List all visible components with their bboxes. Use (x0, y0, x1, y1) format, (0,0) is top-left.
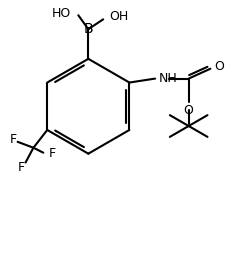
Text: F: F (10, 133, 17, 146)
Text: HO: HO (52, 7, 71, 20)
Text: NH: NH (158, 72, 177, 85)
Text: OH: OH (109, 10, 128, 23)
Text: B: B (83, 22, 93, 36)
Text: O: O (183, 104, 193, 117)
Text: F: F (18, 161, 25, 174)
Text: F: F (49, 147, 56, 160)
Text: O: O (213, 60, 223, 73)
